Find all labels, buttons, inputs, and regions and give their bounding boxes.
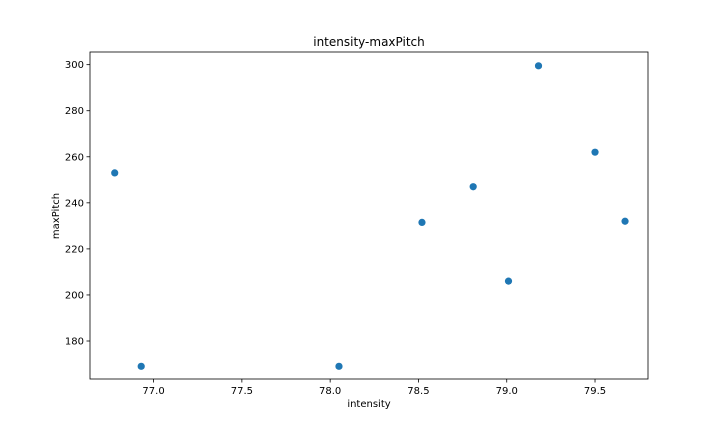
data-point <box>469 183 477 191</box>
plot-area: 77.0 77.5 78.0 78.5 79.0 79.5 180 200 220 240 260 2… <box>65 51 649 397</box>
data-point <box>591 148 599 156</box>
y-tick-label: 300 <box>65 60 84 71</box>
y-axis-title: maxPitch <box>51 193 62 239</box>
data-point <box>335 362 343 370</box>
y-tick-label: 240 <box>65 198 84 209</box>
y-tick-label: 180 <box>65 337 84 348</box>
x-tick-label: 77.5 <box>231 386 253 397</box>
chart-title: intensity-maxPitch <box>313 35 425 49</box>
x-tick-label: 77.0 <box>142 386 164 397</box>
data-point <box>137 362 145 370</box>
data-point <box>111 169 119 177</box>
data-point <box>534 62 543 70</box>
y-tick-label: 280 <box>65 106 84 117</box>
x-tick-label: 79.5 <box>584 386 606 397</box>
data-point <box>621 217 629 225</box>
x-tick-label: 79.0 <box>496 386 518 397</box>
data-point <box>418 218 426 227</box>
y-tick-label: 260 <box>65 152 84 163</box>
data-point <box>504 277 513 285</box>
y-tick-label: 220 <box>65 244 84 255</box>
plot-frame <box>89 51 649 380</box>
x-tick-label: 78.5 <box>407 386 429 397</box>
x-axis-title: intensity <box>347 399 390 410</box>
x-tick-label: 78.0 <box>319 386 341 397</box>
y-tick-label: 200 <box>65 290 84 301</box>
